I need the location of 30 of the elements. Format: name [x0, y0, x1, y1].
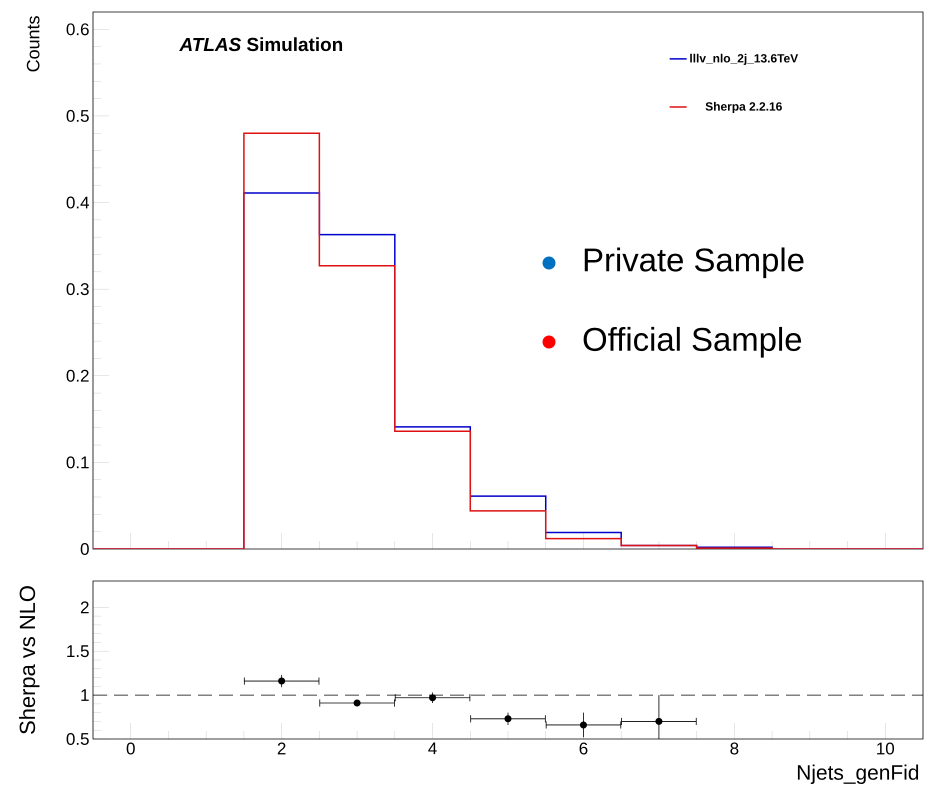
legend-label: Sherpa 2.2.16: [706, 102, 782, 113]
x-tick-label: 4: [428, 742, 437, 754]
y-tick-label: 0.2: [66, 370, 89, 382]
y-tick-label: 1: [81, 689, 89, 701]
point: [655, 718, 662, 725]
x-axis-title: Njets_genFid: [798, 764, 918, 784]
x-tick-label: 0: [126, 742, 135, 754]
annotation: Private Sample: [584, 247, 804, 278]
point: [278, 677, 286, 684]
y-axis-title: Sherpa vs NLO: [19, 586, 40, 734]
y-tick-label: 0.4: [66, 196, 89, 208]
point: [504, 715, 512, 722]
point: [354, 699, 361, 706]
y-tick-label: 0.5: [66, 732, 89, 745]
x-tick-label: 6: [580, 742, 588, 754]
x-tick-label: 2: [278, 742, 286, 754]
text: ATLAS Simulation: [179, 37, 342, 52]
y-tick-label: 2: [80, 601, 89, 614]
y-tick-label: 0.5: [66, 110, 89, 122]
y-tick-label: 0.1: [66, 456, 89, 468]
y-tick-label: 0: [80, 542, 89, 555]
y-tick-label: 0.3: [66, 282, 89, 295]
y-tick-label: 1.5: [67, 645, 89, 657]
x-tick-label: 10: [877, 742, 894, 754]
point: [580, 721, 587, 728]
y-tick-label: 0.6: [66, 23, 89, 36]
x-tick-label: 8: [730, 742, 738, 754]
y-axis-title: Counts: [26, 16, 40, 72]
legend-label: lllv_nlo_2j_13.6TeV: [690, 54, 798, 65]
annotation: Official Sample: [584, 326, 802, 358]
